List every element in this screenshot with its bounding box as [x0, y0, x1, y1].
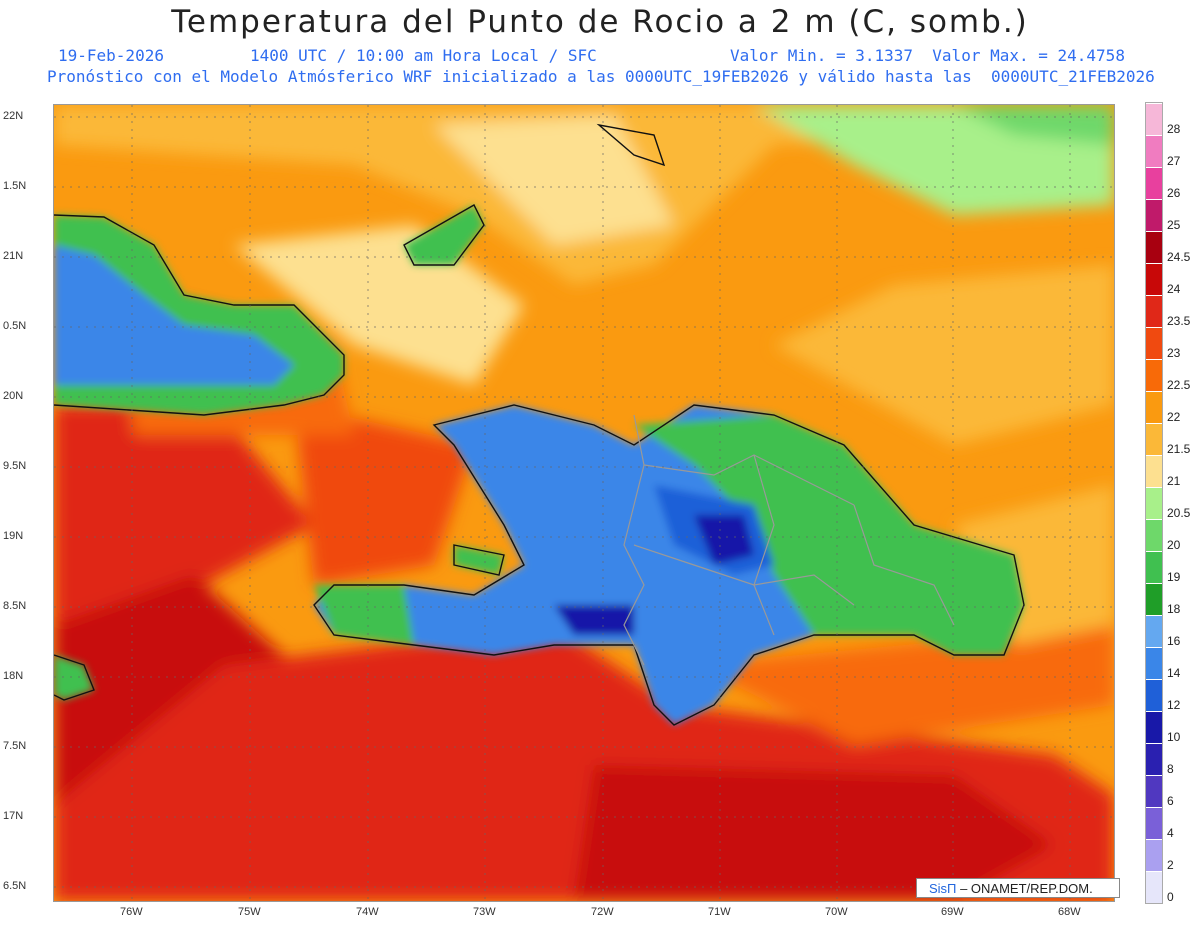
lon-tick: 68W	[1058, 906, 1081, 918]
colorbar-label: 8	[1167, 762, 1174, 776]
colorbar-segment	[1146, 711, 1162, 743]
colorbar-segment	[1146, 807, 1162, 839]
lon-tick: 76W	[120, 906, 143, 918]
dewpoint-map	[53, 104, 1115, 902]
colorbar-segment	[1146, 359, 1162, 391]
colorbar-segment	[1146, 167, 1162, 199]
forecast-date: 19-Feb-2026	[58, 46, 164, 65]
model-description: Pronóstico con el Modelo Atmósferico WRF…	[47, 67, 1155, 86]
colorbar-label: 24.5	[1167, 250, 1191, 264]
colorbar-segment	[1146, 391, 1162, 423]
colorbar-segment	[1146, 519, 1162, 551]
lat-tick: 22N	[3, 110, 24, 122]
colorbar-segment	[1146, 871, 1162, 903]
colorbar-segment	[1146, 839, 1162, 871]
lat-tick: 17N	[3, 810, 24, 822]
lon-tick: 70W	[825, 906, 848, 918]
lat-tick: 8.5N	[3, 600, 27, 612]
map-canvas	[54, 105, 1114, 901]
lat-tick: 18N	[3, 670, 24, 682]
colorbar-label: 25	[1167, 218, 1181, 232]
colorbar-segment	[1146, 295, 1162, 327]
colorbar-label: 20	[1167, 538, 1181, 552]
colorbar-label: 0	[1167, 890, 1174, 904]
colorbar-segment	[1146, 487, 1162, 519]
colorbar-segment	[1146, 103, 1162, 135]
colorbar-segment	[1146, 647, 1162, 679]
lon-tick: 74W	[356, 906, 379, 918]
colorbar-label: 24	[1167, 282, 1181, 296]
value-range: Valor Min. = 3.1337 Valor Max. = 24.4758	[730, 46, 1125, 65]
colorbar-segment	[1146, 263, 1162, 295]
colorbar-label: 6	[1167, 794, 1174, 808]
colorbar-label: 12	[1167, 698, 1181, 712]
colorbar-label: 23.5	[1167, 314, 1191, 328]
coastlines	[54, 123, 1025, 726]
dewpoint-shading	[54, 105, 1114, 901]
lat-tick: 0.5N	[3, 320, 27, 332]
colorbar-label: 23	[1167, 346, 1181, 360]
lat-tick: 21N	[3, 250, 24, 262]
forecast-time: 1400 UTC / 10:00 am Hora Local / SFC	[250, 46, 597, 65]
lat-tick: 9.5N	[3, 460, 27, 472]
colorbar-segment	[1146, 455, 1162, 487]
lon-tick: 73W	[473, 906, 496, 918]
colorbar-segment	[1146, 231, 1162, 263]
colorbar-label: 14	[1167, 666, 1181, 680]
map-title: Temperatura del Punto de Rocio a 2 m (C,…	[171, 4, 1029, 40]
colorbar-label: 19	[1167, 570, 1181, 584]
colorbar-label: 20.5	[1167, 506, 1191, 520]
colorbar-label: 26	[1167, 186, 1181, 200]
colorbar-label: 21.5	[1167, 442, 1191, 456]
lon-tick: 69W	[941, 906, 964, 918]
lon-tick: 75W	[238, 906, 261, 918]
colorbar-segment	[1146, 583, 1162, 615]
colorbar-segment	[1146, 199, 1162, 231]
colorbar-label: 10	[1167, 730, 1181, 744]
colorbar-label: 4	[1167, 826, 1174, 840]
lat-tick: 20N	[3, 390, 24, 402]
colorbar-segment	[1146, 423, 1162, 455]
colorbar-segment	[1146, 615, 1162, 647]
lat-tick: 6.5N	[3, 880, 27, 892]
lat-tick: 1.5N	[3, 180, 27, 192]
credit-text: – ONAMET/REP.DOM.	[956, 881, 1093, 896]
admin-borders	[623, 414, 955, 666]
colorbar-segment	[1146, 679, 1162, 711]
lon-tick: 71W	[708, 906, 731, 918]
colorbar-label: 28	[1167, 122, 1181, 136]
colorbar-label: 2	[1167, 858, 1174, 872]
lat-tick: 19N	[3, 530, 24, 542]
colorbar-label: 18	[1167, 602, 1181, 616]
brand-logo: SisΠ	[929, 881, 957, 896]
colorbar	[1145, 102, 1163, 904]
credit-box: SisΠ – ONAMET/REP.DOM.	[916, 878, 1120, 898]
colorbar-label: 27	[1167, 154, 1181, 168]
colorbar-segment	[1146, 135, 1162, 167]
colorbar-label: 21	[1167, 474, 1181, 488]
colorbar-segment	[1146, 743, 1162, 775]
lon-tick: 72W	[591, 906, 614, 918]
land-shading	[54, 205, 1024, 725]
graticule	[54, 105, 1114, 901]
lat-tick: 7.5N	[3, 740, 27, 752]
colorbar-label: 22	[1167, 410, 1181, 424]
colorbar-label: 16	[1167, 634, 1181, 648]
colorbar-segment	[1146, 775, 1162, 807]
colorbar-segment	[1146, 327, 1162, 359]
colorbar-label: 22.5	[1167, 378, 1191, 392]
colorbar-segment	[1146, 551, 1162, 583]
